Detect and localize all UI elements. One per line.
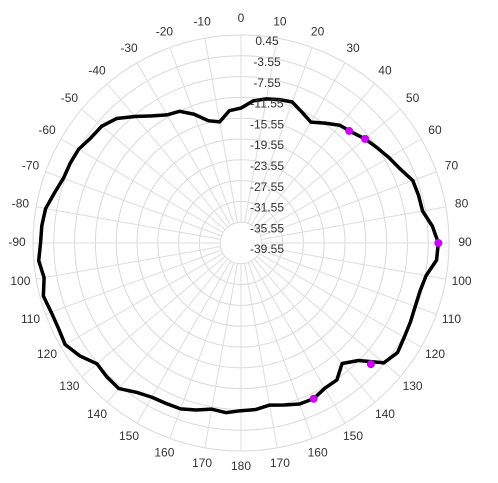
- radial-tick-label: -31.55: [250, 201, 284, 215]
- angle-tick-label: -20: [156, 25, 174, 39]
- angle-tick-label: 50: [406, 91, 420, 105]
- angle-tick-label: 140: [375, 407, 395, 421]
- radial-tick-label: -19.55: [250, 138, 284, 152]
- radial-tick-label: -7.55: [253, 76, 281, 90]
- grid-spoke: [244, 263, 278, 448]
- polar-grid: [32, 34, 450, 452]
- grid-spoke: [136, 62, 232, 226]
- radial-tick-label: -27.55: [250, 180, 284, 194]
- radial-tick-label: -35.55: [250, 221, 284, 235]
- angle-tick-label: 20: [311, 25, 325, 39]
- angle-tick-label: 100: [452, 274, 472, 288]
- angle-tick-label: 130: [403, 379, 423, 393]
- angle-tick-label: 150: [119, 429, 139, 443]
- grid-spoke: [253, 83, 376, 228]
- angle-tick-label: -70: [22, 159, 40, 173]
- grid-spoke: [258, 138, 422, 234]
- angle-tick-label: 100: [10, 274, 30, 288]
- grid-spoke: [247, 262, 313, 439]
- grid-spoke: [81, 108, 226, 231]
- grid-spoke: [260, 171, 437, 237]
- grid-spoke: [81, 255, 226, 378]
- marker-point: [434, 239, 443, 247]
- grid-spoke: [45, 171, 222, 237]
- angle-tick-label: -10: [193, 15, 211, 29]
- radial-tick-label: -39.55: [250, 242, 284, 256]
- grid-spoke: [250, 62, 346, 226]
- grid-spoke: [60, 252, 224, 348]
- angle-tick-label: 140: [87, 407, 107, 421]
- angle-tick-label: -40: [88, 64, 106, 78]
- angle-tick-label: 80: [455, 196, 469, 210]
- angle-tick-label: 110: [442, 312, 461, 326]
- angle-tick-label: -50: [61, 91, 79, 105]
- grid-spoke: [36, 206, 221, 240]
- angle-tick-label: 70: [445, 159, 459, 173]
- angle-tick-label: 0: [238, 11, 245, 25]
- grid-spoke: [258, 252, 422, 348]
- angle-tick-label: 170: [270, 456, 290, 470]
- angle-tick-label: 130: [59, 379, 79, 393]
- angle-tick-label: 60: [428, 123, 442, 137]
- marker-point: [361, 134, 370, 143]
- grid-spoke: [204, 263, 238, 448]
- grid-spoke: [256, 255, 401, 378]
- marker-point: [345, 126, 354, 135]
- angle-tick-label: 150: [343, 429, 363, 443]
- grid-spoke: [60, 138, 224, 234]
- radial-tick-label: -3.55: [253, 55, 281, 69]
- grid-spoke: [250, 260, 346, 424]
- grid-spoke: [204, 38, 238, 223]
- marker-point: [366, 360, 375, 369]
- radial-tick-label: 0.45: [255, 34, 279, 48]
- pattern-series: [36, 97, 441, 415]
- grid-spoke: [36, 246, 221, 280]
- grid-spoke: [106, 258, 229, 403]
- radial-tick-label: -23.55: [250, 159, 284, 173]
- grid-spoke: [244, 38, 278, 223]
- grid-spoke: [256, 108, 401, 231]
- grid-spoke: [260, 249, 437, 315]
- angle-tick-label: 180: [231, 459, 251, 473]
- radial-tick-labels: 0.45 -3.55 -7.55 -11.55 -15.55 -19.55 -23.55 -2…: [250, 34, 284, 256]
- angle-tick-label: 90: [458, 235, 472, 249]
- angle-tick-label: 110: [21, 312, 40, 326]
- marker-point: [309, 394, 318, 403]
- radial-tick-label: -11.55: [250, 97, 283, 111]
- radial-tick-label: -15.55: [250, 117, 284, 131]
- angle-tick-label: -80: [12, 196, 30, 210]
- grid-spoke: [106, 83, 229, 228]
- pattern-line: [36, 97, 441, 415]
- grid-spoke: [261, 206, 446, 240]
- grid-spoke: [253, 258, 376, 403]
- angle-tick-label: 10: [273, 15, 287, 29]
- angle-tick-label: 160: [308, 446, 328, 460]
- angle-tick-labels: 0 10 20 30 40 50 60 70 80 90 100 110 120 130 140 150 160…: [8, 11, 472, 473]
- angle-tick-label: -30: [120, 41, 138, 55]
- angle-tick-label: -90: [8, 235, 26, 249]
- angle-tick-label: -60: [38, 123, 56, 137]
- grid-spoke: [169, 47, 235, 224]
- grid-spoke: [45, 249, 222, 315]
- angle-tick-label: 120: [425, 347, 445, 361]
- grid-spoke: [261, 246, 446, 280]
- angle-tick-label: 120: [37, 347, 57, 361]
- angle-tick-label: 30: [346, 41, 360, 55]
- angle-tick-label: 170: [192, 456, 212, 470]
- angle-tick-label: 40: [378, 64, 392, 78]
- grid-spoke: [247, 47, 313, 224]
- marker-layer: [309, 126, 443, 403]
- angle-tick-label: 160: [154, 446, 174, 460]
